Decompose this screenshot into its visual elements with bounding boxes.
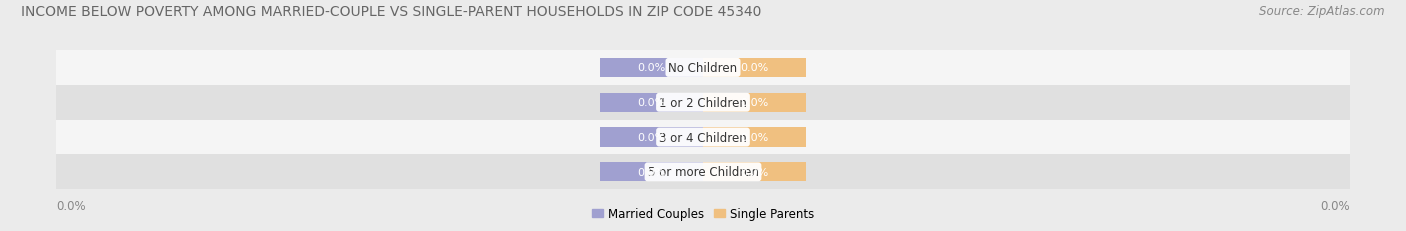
Text: 0.0%: 0.0%	[1320, 199, 1350, 212]
Text: Source: ZipAtlas.com: Source: ZipAtlas.com	[1260, 5, 1385, 18]
Text: 0.0%: 0.0%	[56, 199, 86, 212]
Text: 0.0%: 0.0%	[741, 98, 769, 108]
Text: 0.0%: 0.0%	[637, 98, 665, 108]
Bar	[703, 59, 807, 78]
Bar	[599, 163, 703, 182]
Text: 0.0%: 0.0%	[637, 167, 665, 177]
Text: 0.0%: 0.0%	[637, 63, 665, 73]
Bar	[599, 93, 703, 112]
Bar	[599, 59, 703, 78]
Text: 1 or 2 Children: 1 or 2 Children	[659, 96, 747, 109]
Bar	[703, 93, 807, 112]
Text: No Children: No Children	[668, 62, 738, 75]
Bar	[56, 120, 1350, 155]
Text: 0.0%: 0.0%	[637, 132, 665, 143]
Legend: Married Couples, Single Parents: Married Couples, Single Parents	[586, 203, 820, 225]
Text: 0.0%: 0.0%	[741, 132, 769, 143]
Text: 5 or more Children: 5 or more Children	[648, 166, 758, 179]
Bar	[703, 163, 807, 182]
Bar	[56, 85, 1350, 120]
Text: 3 or 4 Children: 3 or 4 Children	[659, 131, 747, 144]
Bar	[56, 155, 1350, 189]
Text: 0.0%: 0.0%	[741, 63, 769, 73]
Text: 0.0%: 0.0%	[741, 167, 769, 177]
Bar	[703, 128, 807, 147]
Bar	[56, 51, 1350, 85]
Text: INCOME BELOW POVERTY AMONG MARRIED-COUPLE VS SINGLE-PARENT HOUSEHOLDS IN ZIP COD: INCOME BELOW POVERTY AMONG MARRIED-COUPL…	[21, 5, 762, 18]
Bar	[599, 128, 703, 147]
